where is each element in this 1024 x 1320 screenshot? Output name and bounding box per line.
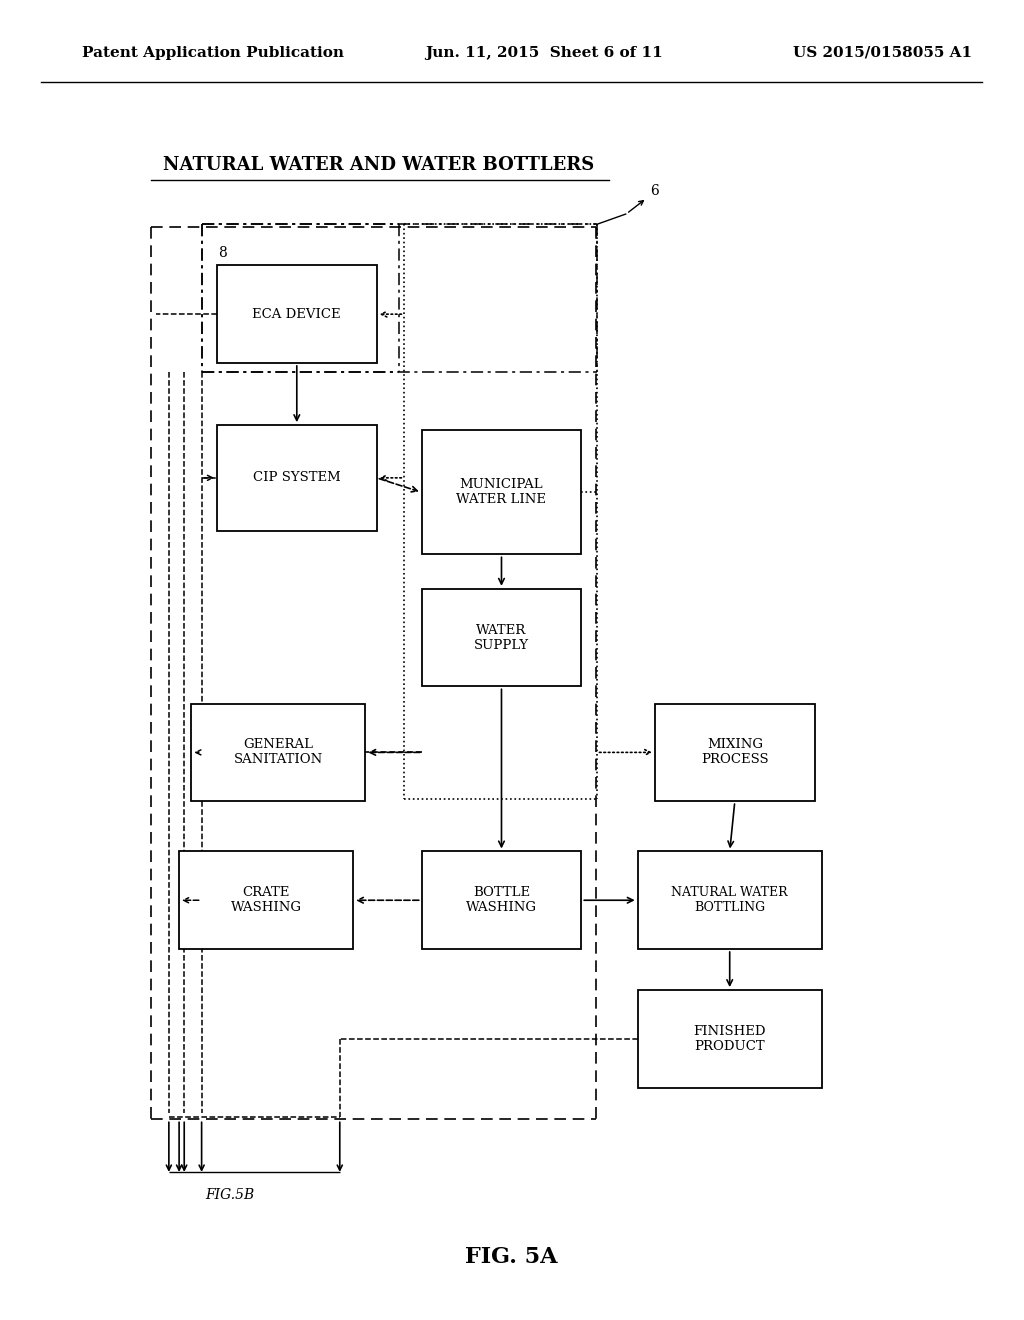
Bar (422, 430, 582, 554)
Bar (191, 704, 366, 801)
Text: CIP SYSTEM: CIP SYSTEM (253, 471, 341, 484)
Text: MIXING
PROCESS: MIXING PROCESS (701, 738, 769, 767)
Text: 6: 6 (650, 185, 658, 198)
Text: ECA DEVICE: ECA DEVICE (253, 308, 341, 321)
Text: FIG. 5A: FIG. 5A (466, 1246, 558, 1267)
Bar (422, 589, 582, 686)
Bar (422, 851, 582, 949)
Bar (217, 425, 377, 531)
Bar (179, 851, 353, 949)
Text: 8: 8 (218, 247, 226, 260)
Text: US 2015/0158055 A1: US 2015/0158055 A1 (794, 46, 972, 59)
Text: GENERAL
SANITATION: GENERAL SANITATION (233, 738, 323, 767)
Text: FIG.5B: FIG.5B (206, 1188, 255, 1201)
Text: CRATE
WASHING: CRATE WASHING (230, 886, 302, 915)
Bar (638, 851, 822, 949)
Text: NATURAL WATER AND WATER BOTTLERS: NATURAL WATER AND WATER BOTTLERS (163, 156, 594, 174)
Text: NATURAL WATER
BOTTLING: NATURAL WATER BOTTLING (672, 886, 788, 915)
Text: MUNICIPAL
WATER LINE: MUNICIPAL WATER LINE (457, 478, 547, 507)
Text: BOTTLE
WASHING: BOTTLE WASHING (466, 886, 537, 915)
Text: Jun. 11, 2015  Sheet 6 of 11: Jun. 11, 2015 Sheet 6 of 11 (425, 46, 663, 59)
Text: WATER
SUPPLY: WATER SUPPLY (474, 623, 529, 652)
Bar (217, 265, 377, 363)
Bar (638, 990, 822, 1088)
Bar (655, 704, 815, 801)
Text: FINISHED
PRODUCT: FINISHED PRODUCT (693, 1024, 766, 1053)
Text: Patent Application Publication: Patent Application Publication (82, 46, 344, 59)
